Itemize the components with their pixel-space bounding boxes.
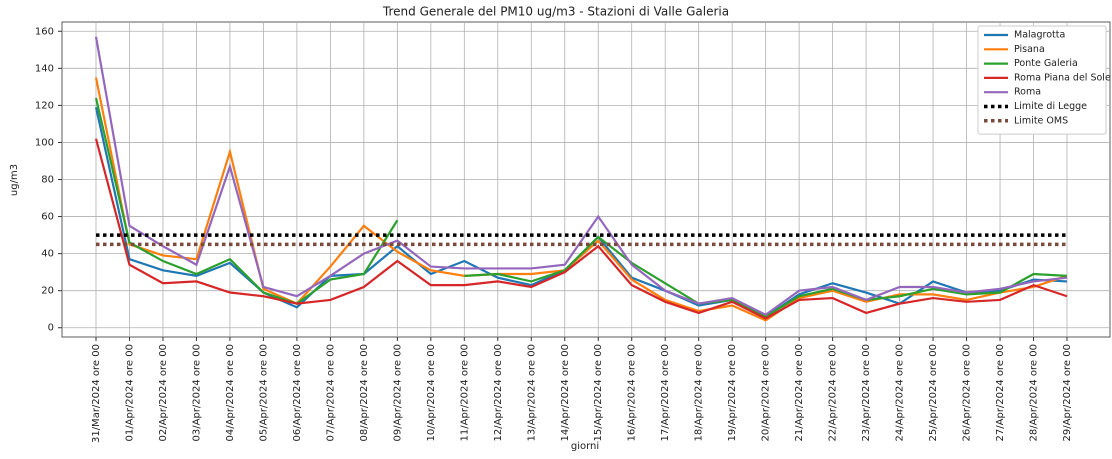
- legend-label: Ponte Galeria: [1014, 58, 1078, 69]
- x-tick-label: 11/Apr/2024 ore 00: [459, 344, 470, 441]
- data-line: [94, 97, 1068, 318]
- x-tick-label: 22/Apr/2024 ore 00: [828, 344, 839, 441]
- x-tick-label: 24/Apr/2024 ore 00: [895, 344, 906, 441]
- y-tick-label: 160: [35, 26, 54, 37]
- y-tick-label: 40: [41, 249, 54, 260]
- x-tick-label: 19/Apr/2024 ore 00: [727, 344, 738, 441]
- x-axis-label: giorni: [571, 441, 599, 452]
- legend-label: Malagrotta: [1014, 30, 1065, 41]
- x-tick-label: 14/Apr/2024 ore 00: [560, 344, 571, 441]
- y-tick-label: 120: [35, 100, 54, 111]
- x-tick-label: 13/Apr/2024 ore 00: [526, 344, 537, 441]
- x-tick-label: 08/Apr/2024 ore 00: [359, 344, 370, 441]
- y-tick-label: 80: [41, 175, 54, 186]
- x-tick-label: 17/Apr/2024 ore 00: [660, 344, 671, 441]
- data-line: [94, 36, 1068, 317]
- y-tick-label: 20: [41, 286, 54, 297]
- x-tick-label: 10/Apr/2024 ore 00: [426, 344, 437, 441]
- x-tick-label: 29/Apr/2024 ore 00: [1062, 344, 1073, 441]
- y-tick-label: 0: [48, 323, 54, 334]
- x-tick-label: 01/Apr/2024 ore 00: [124, 344, 135, 441]
- legend-label: Limite di Legge: [1014, 101, 1087, 112]
- y-tick-label: 60: [41, 212, 54, 223]
- y-tick-label: 100: [35, 137, 54, 148]
- x-tick-label: 12/Apr/2024 ore 00: [493, 344, 504, 441]
- x-tick-label: 27/Apr/2024 ore 00: [995, 344, 1006, 441]
- x-tick-label: 09/Apr/2024 ore 00: [392, 344, 403, 441]
- x-tick-label: 06/Apr/2024 ore 00: [292, 344, 303, 441]
- x-tick-label: 07/Apr/2024 ore 00: [325, 344, 336, 441]
- legend-label: Pisana: [1014, 44, 1045, 55]
- x-tick-label: 02/Apr/2024 ore 00: [158, 344, 169, 441]
- x-tick-label: 04/Apr/2024 ore 00: [225, 344, 236, 441]
- legend-box: [977, 25, 1107, 135]
- x-tick-label: 31/Mar/2024 ore 00: [91, 344, 102, 443]
- x-tick-label: 18/Apr/2024 ore 00: [694, 344, 705, 441]
- chart-title: Trend Generale del PM10 ug/m3 - Stazioni…: [382, 5, 729, 19]
- x-tick-label: 03/Apr/2024 ore 00: [191, 344, 202, 441]
- data-line: [94, 77, 1068, 322]
- x-tick-label: 23/Apr/2024 ore 00: [861, 344, 872, 441]
- legend-label: Roma Piana del Sole: [1014, 72, 1111, 83]
- x-tick-label: 28/Apr/2024 ore 00: [1029, 344, 1040, 441]
- data-line: [94, 138, 1068, 320]
- x-tick-label: 21/Apr/2024 ore 00: [794, 344, 805, 441]
- x-tick-label: 25/Apr/2024 ore 00: [928, 344, 939, 441]
- x-tick-label: 15/Apr/2024 ore 00: [593, 344, 604, 441]
- y-tick-label: 140: [35, 63, 54, 74]
- x-tick-label: 05/Apr/2024 ore 00: [258, 344, 269, 441]
- x-tick-label: 26/Apr/2024 ore 00: [962, 344, 973, 441]
- x-tick-label: 16/Apr/2024 ore 00: [627, 344, 638, 441]
- y-axis-label: ug/m3: [9, 164, 20, 196]
- legend-label: Limite OMS: [1014, 115, 1068, 126]
- x-tick-label: 20/Apr/2024 ore 00: [761, 344, 772, 441]
- legend-label: Roma: [1014, 87, 1041, 98]
